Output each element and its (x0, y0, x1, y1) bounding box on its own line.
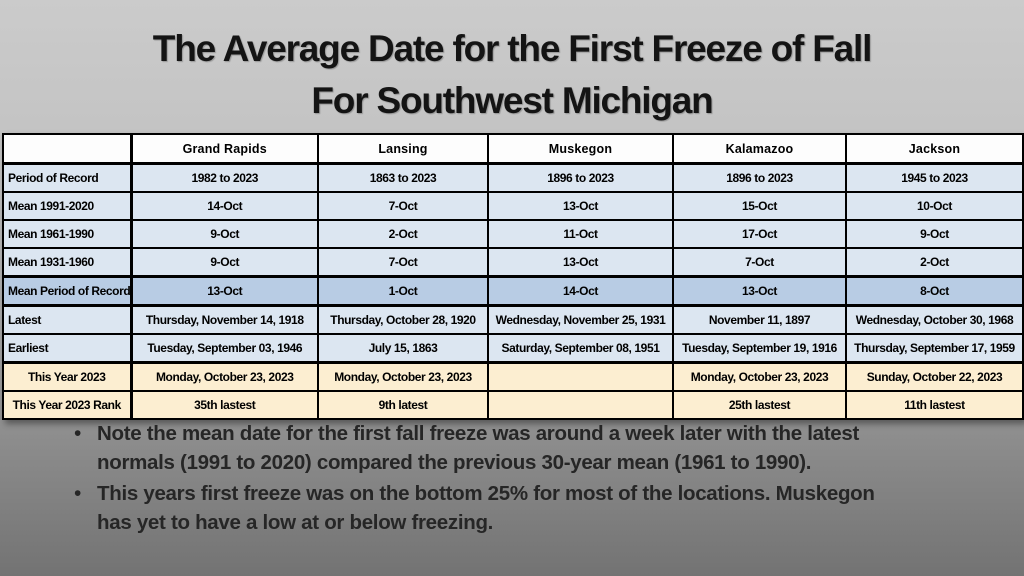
table-cell: Tuesday, September 03, 1946 (130, 333, 319, 364)
table-cell: 1896 to 2023 (672, 162, 847, 193)
row-label: Earliest (2, 333, 133, 364)
table-cell: 1-Oct (317, 275, 489, 307)
title-line-1: The Average Date for the First Freeze of… (152, 28, 873, 69)
table-cell: 11-Oct (487, 219, 674, 249)
table-cell: Thursday, October 28, 1920 (317, 304, 489, 335)
table-cell: 13-Oct (130, 275, 319, 307)
bullet-text-line: Note the mean date for the first fall fr… (97, 422, 859, 445)
column-header: Kalamazoo (672, 133, 847, 165)
table-cell: 17-Oct (672, 219, 847, 249)
table-row: This Year 2023 Rank 35th lastest 9th lates… (2, 390, 1024, 420)
row-label: Mean 1931-1960 (2, 247, 133, 278)
row-label: Period of Record (2, 162, 133, 193)
table-cell: Wednesday, November 25, 1931 (487, 304, 674, 335)
table-cell: 7-Oct (672, 247, 847, 278)
table-cell: 35th lastest (130, 390, 319, 420)
table-cell: 2-Oct (845, 247, 1024, 278)
table-row: Mean 1931-1960 9-Oct 7-Oct 13-Oct 7-Oct 2-Oct (2, 247, 1024, 278)
bullet-text: Note the mean date for the first fall fr… (97, 419, 859, 477)
table-header-row: Grand Rapids Lansing Muskegon Kalamazoo Jack… (2, 133, 1024, 165)
table-cell: 1896 to 2023 (487, 162, 674, 193)
table-cell: Thursday, September 17, 1959 (845, 333, 1024, 364)
table-cell: Monday, October 23, 2023 (672, 361, 847, 392)
table-row: Mean Period of Record 13-Oct 1-Oct 14-Oct 13… (2, 275, 1024, 307)
table-cell: 9-Oct (130, 219, 319, 249)
table-cell (487, 390, 674, 420)
table-cell: 14-Oct (130, 191, 319, 221)
table-row: Mean 1991-2020 14-Oct 7-Oct 13-Oct 15-Oct 10-… (2, 191, 1024, 221)
table-row: Period of Record 1982 to 2023 1863 to 2023… (2, 162, 1024, 193)
table-cell: 1982 to 2023 (130, 162, 319, 193)
table-cell: November 11, 1897 (672, 304, 847, 335)
column-header: Jackson (845, 133, 1024, 165)
table-cell: 11th lastest (845, 390, 1024, 420)
table-cell: 1945 to 2023 (845, 162, 1024, 193)
row-label: Latest (2, 304, 133, 335)
table-row: Earliest Tuesday, September 03, 1946 July … (2, 333, 1024, 364)
column-header: Lansing (317, 133, 489, 165)
corner-cell (2, 133, 133, 165)
row-label: Mean Period of Record (2, 275, 133, 307)
table-cell: 7-Oct (317, 191, 489, 221)
table-row: Mean 1961-1990 9-Oct 2-Oct 11-Oct 17-Oct 9-Oc… (2, 219, 1024, 249)
column-header: Grand Rapids (130, 133, 319, 165)
row-label: Mean 1961-1990 (2, 219, 133, 249)
table-cell: Thursday, November 14, 1918 (130, 304, 319, 335)
table-cell: Monday, October 23, 2023 (130, 361, 319, 392)
row-label: Mean 1991-2020 (2, 191, 133, 221)
table-cell: 13-Oct (672, 275, 847, 307)
bullet-text: This years first freeze was on the botto… (97, 479, 875, 537)
bullet-item: • Note the mean date for the first fall f… (74, 419, 984, 477)
table-cell: Monday, October 23, 2023 (317, 361, 489, 392)
table-cell: 7-Oct (317, 247, 489, 278)
table-row: Latest Thursday, November 14, 1918 Thursda… (2, 304, 1024, 335)
table-cell: 9-Oct (130, 247, 319, 278)
table-cell: 9-Oct (845, 219, 1024, 249)
table-cell: 25th lastest (672, 390, 847, 420)
table-cell: Sunday, October 22, 2023 (845, 361, 1024, 392)
bullet-text-line: normals (1991 to 2020) compared the prev… (97, 451, 812, 474)
table-cell: 13-Oct (487, 247, 674, 278)
table-cell: 8-Oct (845, 275, 1024, 307)
table-row: This Year 2023 Monday, October 23, 2023 Mo… (2, 361, 1024, 392)
table-cell: Saturday, September 08, 1951 (487, 333, 674, 364)
bullet-marker: • (74, 482, 82, 505)
table-cell: 1863 to 2023 (317, 162, 489, 193)
table-cell: 9th latest (317, 390, 489, 420)
bullet-text-line: has yet to have a low at or below freezi… (97, 511, 494, 534)
table-cell: 10-Oct (845, 191, 1024, 221)
table-cell: July 15, 1863 (317, 333, 489, 364)
table-cell: 2-Oct (317, 219, 489, 249)
slide-title: The Average Date for the First Freeze of… (0, 23, 1024, 127)
freeze-table: Grand Rapids Lansing Muskegon Kalamazoo Jack… (2, 133, 1024, 420)
table-cell: 15-Oct (672, 191, 847, 221)
title-line-2: For Southwest Michigan (311, 80, 713, 121)
table-cell (487, 361, 674, 392)
bullet-list: • Note the mean date for the first fall f… (74, 419, 984, 539)
bullet-marker: • (74, 422, 82, 445)
row-label: This Year 2023 Rank (2, 390, 133, 420)
table-cell: 13-Oct (487, 191, 674, 221)
bullet-item: • This years first freeze was on the bott… (74, 479, 984, 537)
column-header: Muskegon (487, 133, 674, 165)
bullet-text-line: This years first freeze was on the botto… (97, 482, 875, 505)
table-cell: Tuesday, September 19, 1916 (672, 333, 847, 364)
table-cell: 14-Oct (487, 275, 674, 307)
table-cell: Wednesday, October 30, 1968 (845, 304, 1024, 335)
row-label: This Year 2023 (2, 361, 133, 392)
